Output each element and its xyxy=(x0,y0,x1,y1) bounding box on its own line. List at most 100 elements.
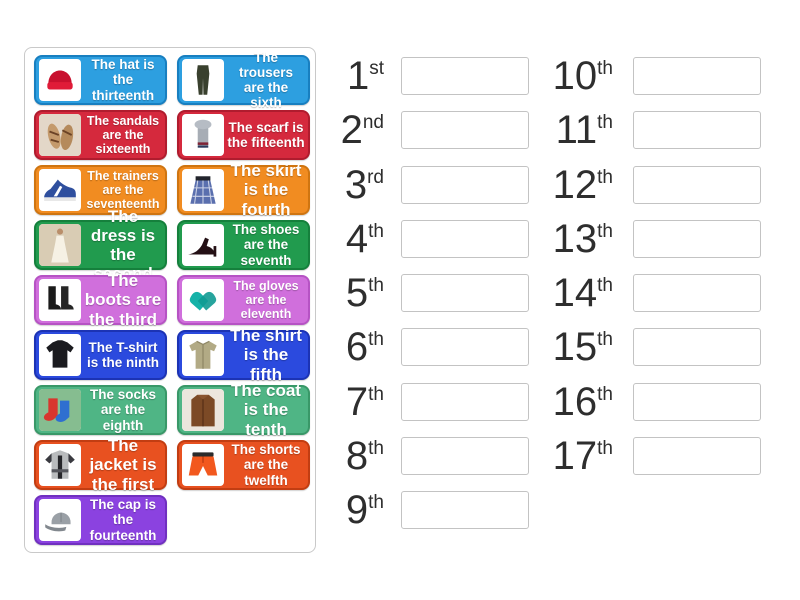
tile-trousers[interactable]: The trousers are the sixth xyxy=(177,50,310,110)
ordinal-label-15: 15th xyxy=(552,325,613,370)
tile-hat[interactable]: The hat is the thirteenth xyxy=(34,55,167,105)
ordinal-label-2: 2nd xyxy=(340,108,384,153)
ordinal-label-3: 3rd xyxy=(344,162,384,207)
slot-row-9: 9th xyxy=(336,488,529,533)
tile-label: The scarf is the fifteenth xyxy=(227,119,305,150)
gloves-image xyxy=(182,279,224,321)
tile-label: The gloves are the eleventh xyxy=(233,279,299,321)
dropzone-11[interactable] xyxy=(633,111,761,150)
dropzone-17[interactable] xyxy=(633,437,761,476)
slot-row-3: 3rd xyxy=(336,162,529,207)
tile-cap[interactable]: The cap is the fourteenth xyxy=(34,495,167,545)
slot-row-12: 12th xyxy=(545,162,761,207)
trousers-image xyxy=(182,59,224,101)
ordinal-label-17: 17th xyxy=(552,434,613,479)
dropzone-9[interactable] xyxy=(401,491,529,530)
dropzone-14[interactable] xyxy=(633,274,761,313)
dropzone-2[interactable] xyxy=(401,111,529,150)
tiles-panel: The hat is the thirteenth The trousers a… xyxy=(24,47,316,553)
tile-label: The skirt is the fourth xyxy=(230,161,302,219)
tile-label: The boots are the third xyxy=(84,271,162,329)
trainers-image xyxy=(39,169,81,211)
dropzone-5[interactable] xyxy=(401,274,529,313)
slot-row-7: 7th xyxy=(336,379,529,424)
ordinal-label-13: 13th xyxy=(552,216,613,261)
tile-socks[interactable]: The socks are the eighth xyxy=(34,385,167,435)
scarf-image xyxy=(182,114,224,156)
tile-tshirt[interactable]: The T-shirt is the ninth xyxy=(34,330,167,380)
dropzone-6[interactable] xyxy=(401,328,529,367)
ordinal-label-10: 10th xyxy=(552,54,613,98)
dropzone-7[interactable] xyxy=(401,382,529,421)
tile-label: The shirt is the fifth xyxy=(230,326,302,384)
tile-label: The jacket is the first xyxy=(89,436,157,494)
ordinal-label-6: 6th xyxy=(345,325,384,370)
dropzone-8[interactable] xyxy=(401,437,529,476)
dropzone-10[interactable] xyxy=(633,57,761,95)
cap-image xyxy=(39,499,81,541)
tile-label: The hat is the thirteenth xyxy=(91,57,155,103)
ordinal-label-14: 14th xyxy=(552,271,613,316)
slot-row-5: 5th xyxy=(336,271,529,316)
tile-skirt[interactable]: The skirt is the fourth xyxy=(177,161,310,219)
slot-row-11: 11th xyxy=(545,110,761,150)
slot-row-15: 15th xyxy=(545,325,761,370)
dropzone-16[interactable] xyxy=(633,382,761,421)
dropzone-12[interactable] xyxy=(633,165,761,204)
slots-column-1: 1st 2nd 3rd 4th 5th 6th 7th 8th xyxy=(336,54,529,546)
slots-column-2: 10th 11th 12th 13th 14th 15th 16th 17th xyxy=(545,54,761,491)
tile-label: The sandals are the sixteenth xyxy=(86,114,160,156)
ordinal-label-16: 16th xyxy=(552,379,613,424)
tile-scarf[interactable]: The scarf is the fifteenth xyxy=(177,110,310,160)
ordinal-label-8: 8th xyxy=(345,434,384,479)
shoes-image xyxy=(182,224,224,266)
slot-row-2: 2nd xyxy=(336,108,529,153)
tile-gloves[interactable]: The gloves are the eleventh xyxy=(177,275,310,325)
slot-row-8: 8th xyxy=(336,434,529,479)
dropzone-13[interactable] xyxy=(633,219,761,258)
ordinal-label-7: 7th xyxy=(345,379,384,424)
slot-row-10: 10th xyxy=(545,54,761,98)
tile-label: The shoes are the seventh xyxy=(232,222,300,268)
skirt-image xyxy=(182,169,224,211)
ordinal-label-5: 5th xyxy=(345,271,384,316)
shirt-image xyxy=(182,334,224,376)
tile-sandals[interactable]: The sandals are the sixteenth xyxy=(34,110,167,160)
tile-jacket[interactable]: The jacket is the first xyxy=(34,436,167,494)
slot-row-13: 13th xyxy=(545,216,761,261)
dropzone-3[interactable] xyxy=(401,165,529,204)
tile-dress[interactable]: The dress is the second xyxy=(34,207,167,283)
slot-row-1: 1st xyxy=(336,54,529,98)
tile-label: The coat is the tenth xyxy=(231,381,301,439)
tile-trainers[interactable]: The trainers are the seventeenth xyxy=(34,165,167,215)
tile-label: The socks are the eighth xyxy=(89,387,157,433)
dropzone-1[interactable] xyxy=(401,57,529,95)
tile-shirt[interactable]: The shirt is the fifth xyxy=(177,326,310,384)
ordinal-label-1: 1st xyxy=(346,54,384,98)
tile-label: The T-shirt is the ninth xyxy=(87,339,159,370)
slot-row-6: 6th xyxy=(336,325,529,370)
slot-row-17: 17th xyxy=(545,434,761,479)
tile-shoes[interactable]: The shoes are the seventh xyxy=(177,220,310,270)
tile-boots[interactable]: The boots are the third xyxy=(34,271,167,329)
ordinal-label-9: 9th xyxy=(345,488,384,533)
slot-row-16: 16th xyxy=(545,379,761,424)
sandals-image xyxy=(39,114,81,156)
coat-image xyxy=(182,389,224,431)
tile-label: The cap is the fourteenth xyxy=(89,497,157,543)
hat-image xyxy=(39,59,81,101)
socks-image xyxy=(39,389,81,431)
tile-coat[interactable]: The coat is the tenth xyxy=(177,381,310,439)
ordinal-label-12: 12th xyxy=(552,162,613,207)
jacket-image xyxy=(39,444,81,486)
ordinal-label-4: 4th xyxy=(345,216,384,261)
dropzone-15[interactable] xyxy=(633,328,761,367)
dropzone-4[interactable] xyxy=(401,219,529,258)
tile-label: The shorts are the twelfth xyxy=(231,442,301,488)
tile-shorts[interactable]: The shorts are the twelfth xyxy=(177,440,310,490)
tile-label: The trousers are the sixth xyxy=(238,49,294,111)
shorts-image xyxy=(182,444,224,486)
tile-label: The trainers are the seventeenth xyxy=(86,169,160,211)
boots-image xyxy=(39,279,81,321)
